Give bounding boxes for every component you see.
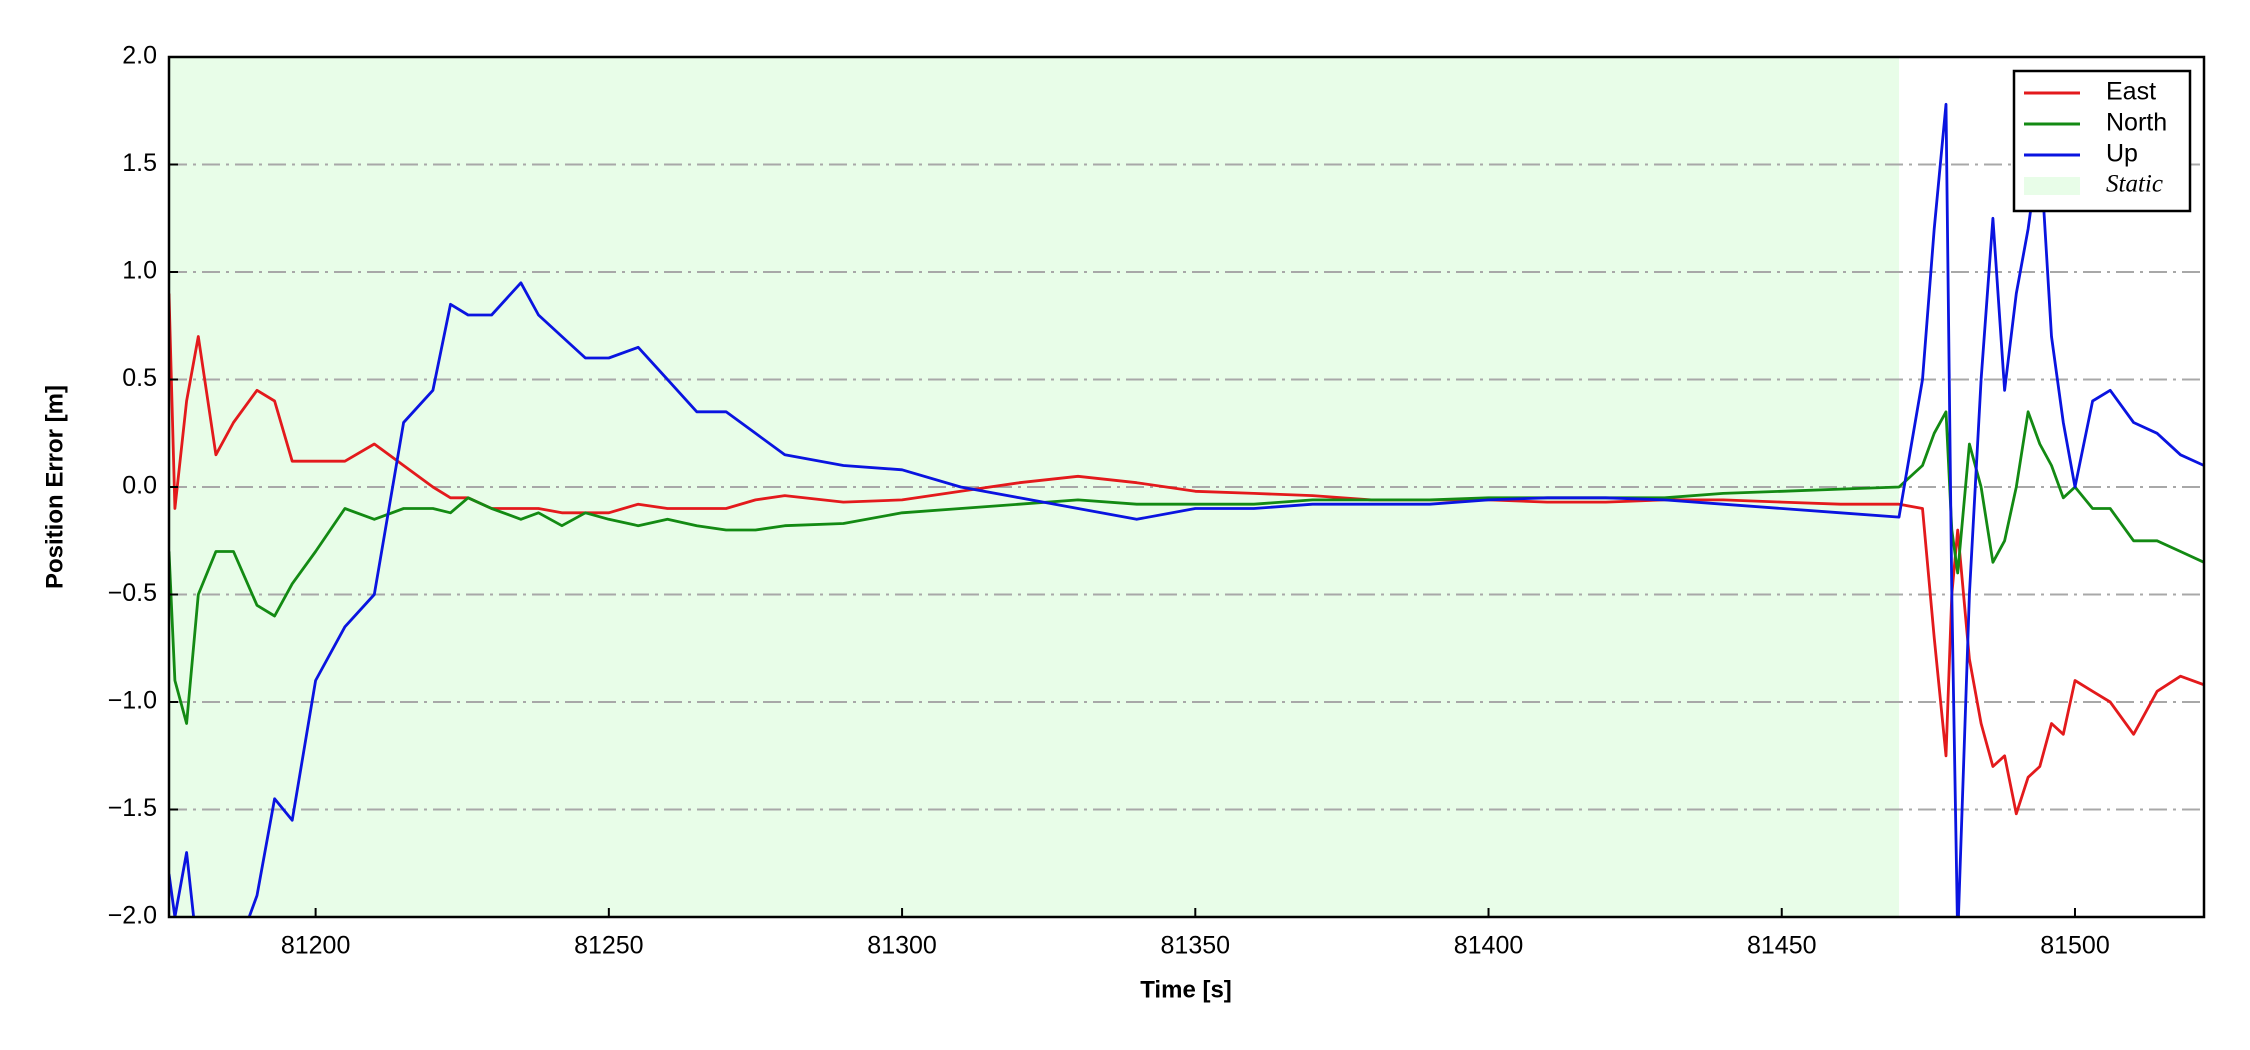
- x-axis-label: Time [s]: [1140, 976, 1232, 1003]
- x-tick-label: 81450: [1747, 932, 1817, 960]
- legend-label: East: [2106, 78, 2156, 106]
- series-line: [169, 293, 2204, 816]
- y-tick-label: −0.5: [108, 579, 157, 607]
- legend-label: Static: [2106, 171, 2163, 198]
- y-tick-label: −1.0: [108, 687, 157, 715]
- plot-area: [169, 57, 2204, 917]
- y-tick-label: 1.0: [122, 257, 157, 285]
- x-tick-label: 81300: [867, 932, 937, 960]
- y-tick-label: −2.0: [108, 902, 157, 930]
- y-tick-label: 1.5: [122, 149, 157, 177]
- x-tick-label: 81400: [1454, 932, 1524, 960]
- series-line: [169, 410, 2204, 725]
- y-tick-label: 0.5: [122, 364, 157, 392]
- x-tick-label: 81350: [1161, 932, 1231, 960]
- legend-label: Up: [2106, 140, 2138, 168]
- x-tick-label: 81250: [574, 932, 644, 960]
- plot-frame: [167, 55, 2206, 919]
- x-tick-label: 81200: [281, 932, 351, 960]
- legend-label: North: [2106, 109, 2167, 137]
- x-tick-label: 81500: [2040, 932, 2110, 960]
- y-tick-label: 0.0: [122, 472, 157, 500]
- legend-swatch: [2024, 177, 2080, 195]
- series-line: [169, 102, 2204, 917]
- y-tick-label: −1.5: [108, 794, 157, 822]
- y-tick-label: 2.0: [122, 42, 157, 70]
- y-axis-label: Position Error [m]: [41, 385, 68, 589]
